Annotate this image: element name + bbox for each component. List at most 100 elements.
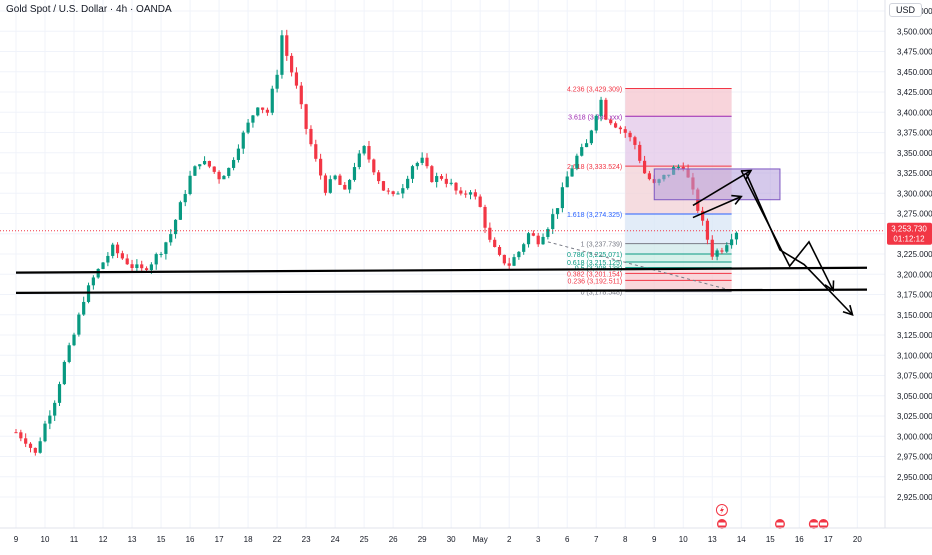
candle-body — [111, 244, 115, 256]
candle-body — [173, 219, 178, 235]
candle-body — [319, 158, 323, 176]
candle-body — [202, 161, 207, 165]
candle-body — [541, 236, 545, 245]
price-axis[interactable] — [885, 0, 932, 550]
candle-body — [623, 129, 627, 133]
lightning-glyph — [719, 506, 724, 514]
symbol-legend[interactable]: Gold Spot / U.S. Dollar · 4h · OANDA — [6, 4, 172, 15]
time-tick-label: 10 — [679, 535, 688, 544]
time-tick-label: 15 — [766, 535, 775, 544]
currency-button[interactable]: USD — [888, 3, 922, 17]
candle-body — [594, 115, 598, 131]
candle-body — [705, 220, 710, 240]
arrow-up-1[interactable] — [692, 195, 742, 219]
arrow-up-1-head — [731, 194, 743, 205]
candle-body — [681, 166, 685, 169]
candle-body — [565, 176, 569, 188]
candle-body — [584, 143, 589, 148]
fib-zone — [625, 253, 732, 262]
candle-body — [260, 107, 265, 110]
price-tick-label: 2,975.000 — [897, 453, 932, 462]
time-tick-label: 13 — [128, 535, 137, 544]
time-tick-label: 15 — [157, 535, 166, 544]
candle-body — [280, 35, 284, 75]
candle-body — [720, 250, 724, 252]
candle-body — [580, 147, 584, 156]
time-tick-label: 24 — [331, 535, 340, 544]
candle-body — [647, 173, 652, 180]
lower-support-line[interactable] — [15, 288, 868, 294]
candle-body — [24, 438, 28, 444]
time-tick-label: 18 — [244, 535, 253, 544]
candle-body — [67, 345, 71, 362]
candle-body — [265, 109, 270, 113]
fib-trendline — [547, 241, 732, 291]
candle-body — [483, 206, 487, 228]
candle-body — [377, 172, 381, 182]
candle-body — [638, 144, 642, 161]
candle-body — [381, 181, 386, 191]
candle-body — [575, 155, 579, 169]
price-tick-label: 3,300.000 — [897, 189, 932, 198]
candle-body — [212, 166, 216, 172]
price-tick-label: 3,350.000 — [897, 149, 932, 158]
candle-body — [478, 196, 482, 207]
candle-body — [502, 254, 506, 264]
candle-body — [357, 153, 361, 168]
upper-support-line[interactable] — [15, 266, 868, 274]
candle-body — [415, 162, 419, 167]
candle-body — [642, 160, 647, 174]
price-tick-label: 3,100.000 — [897, 351, 932, 360]
fib-zone — [625, 88, 732, 117]
candle-body — [193, 166, 197, 176]
time-tick-label: May — [473, 535, 488, 544]
candle-body — [734, 232, 739, 240]
drawings[interactable] — [0, 168, 885, 530]
fib-level-label: 1.618 (3,274.325) — [567, 212, 622, 219]
fib-level-label: 1 (3,237.739) — [581, 242, 623, 249]
candle-body — [599, 99, 603, 116]
arrow-down-2[interactable] — [745, 172, 854, 316]
candle-body — [33, 447, 37, 453]
candle-body — [309, 128, 313, 145]
arrow-up-2[interactable] — [692, 169, 752, 207]
candle-body — [198, 164, 202, 167]
candle-body — [352, 167, 357, 180]
candle-body — [72, 334, 76, 346]
time-tick-label: 23 — [302, 535, 311, 544]
candle-body — [391, 191, 395, 195]
fib-level-label: 0.236 (3,192.511) — [567, 278, 622, 285]
flag-stripe — [718, 522, 726, 526]
fib-level-label: 2.618 (3,333.524) — [567, 164, 622, 171]
price-tick-label: 3,500.000 — [897, 27, 932, 36]
candle-body — [82, 301, 86, 315]
candle-body — [285, 35, 289, 56]
candle-body — [101, 262, 105, 269]
candle-body — [323, 175, 328, 193]
candle-body — [43, 423, 47, 442]
candle-body — [304, 104, 308, 129]
fib-level-label: 0.786 (3,225.071) — [567, 252, 622, 259]
candle-body — [19, 432, 23, 439]
resistance-box[interactable] — [653, 168, 781, 201]
candle-body — [420, 157, 424, 163]
fib-level-label: 0 (3,178.548) — [581, 290, 623, 297]
candle-body — [449, 182, 453, 184]
fibonacci-extension[interactable]: 4.236 (3,429.309)3.618 (3,395.xxx)2.618 … — [547, 87, 732, 297]
candle-body — [444, 178, 448, 184]
candle-body — [169, 234, 173, 243]
candle-body — [715, 250, 719, 257]
candle-body — [140, 264, 144, 269]
time-tick-label: 8 — [623, 535, 628, 544]
candle-body — [493, 239, 497, 248]
time-tick-label: 2 — [507, 535, 512, 544]
time-tick-label: 7 — [594, 535, 599, 544]
fib-zone — [625, 116, 732, 167]
candle-body — [125, 258, 129, 265]
price-tick-label: 3,175.000 — [897, 291, 932, 300]
price-tick-label: 3,375.000 — [897, 129, 932, 138]
candle-body — [628, 132, 632, 138]
candle-body — [256, 107, 260, 116]
